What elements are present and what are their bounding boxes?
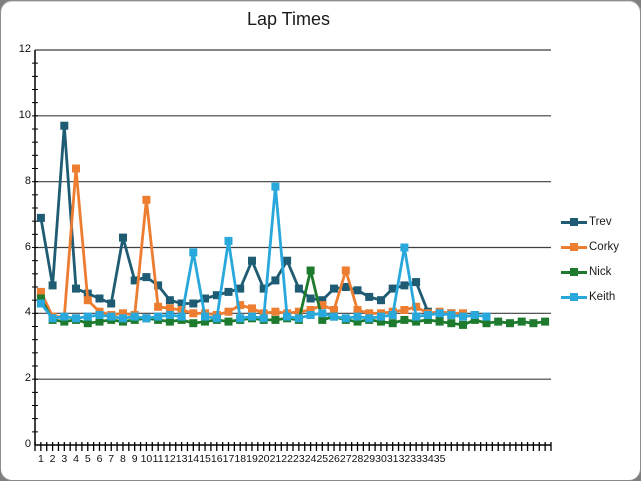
x-axis-label: 20 bbox=[257, 453, 270, 465]
x-axis-label: 8 bbox=[120, 453, 126, 465]
y-axis-label: 10 bbox=[18, 108, 31, 121]
legend-item-trev[interactable]: Trev bbox=[561, 214, 619, 230]
x-axis-label: 11 bbox=[152, 453, 164, 465]
legend-marker-keith bbox=[561, 289, 587, 305]
x-axis-label: 31 bbox=[386, 453, 399, 465]
x-axis-label: 25 bbox=[316, 453, 329, 465]
y-axis-label: 0 bbox=[24, 438, 31, 450]
gridlines bbox=[35, 49, 551, 380]
x-axis-label: 32 bbox=[398, 453, 411, 465]
x-axis-label: 30 bbox=[375, 453, 387, 465]
x-axis-label: 14 bbox=[187, 453, 200, 465]
legend-marker-corky bbox=[561, 239, 587, 255]
x-axis-label: 35 bbox=[433, 453, 446, 465]
x-axis-label: 28 bbox=[351, 453, 364, 465]
legend-label-keith: Keith bbox=[589, 291, 616, 303]
x-axis-label: 12 bbox=[164, 453, 176, 465]
x-axis-label: 23 bbox=[293, 453, 305, 465]
x-axis-label: 29 bbox=[363, 453, 376, 465]
x-axis-label: 26 bbox=[328, 453, 340, 465]
x-axis-label: 9 bbox=[131, 453, 138, 465]
legend-marker-trev bbox=[561, 214, 587, 230]
x-axis-label: 5 bbox=[84, 453, 91, 465]
x-axis-label: 16 bbox=[210, 453, 223, 465]
x-axis-label: 4 bbox=[73, 453, 79, 465]
chart-legend: Trev Corky Nick Keith bbox=[561, 214, 619, 305]
x-axis-label: 7 bbox=[108, 453, 115, 465]
legend-marker-nick bbox=[561, 264, 587, 280]
x-axis-label: 21 bbox=[269, 453, 282, 465]
y-axis-label: 2 bbox=[24, 372, 31, 385]
legend-label-trev: Trev bbox=[589, 216, 612, 228]
x-axis-label: 19 bbox=[246, 453, 258, 465]
chart-title[interactable]: Lap Times bbox=[246, 9, 331, 29]
y-axis-label: 4 bbox=[24, 306, 31, 319]
x-axis-label: 33 bbox=[410, 453, 422, 465]
x-axis-label: 34 bbox=[422, 453, 434, 465]
x-axis-label: 27 bbox=[339, 453, 352, 465]
x-axis-label: 3 bbox=[61, 453, 68, 465]
legend-item-nick[interactable]: Nick bbox=[561, 264, 619, 280]
x-axis-label: 18 bbox=[234, 453, 247, 465]
x-axis-label: 22 bbox=[281, 453, 293, 465]
legend-label-nick: Nick bbox=[589, 266, 612, 278]
x-axis-ticks bbox=[34, 442, 552, 451]
x-axis-label: 13 bbox=[175, 453, 188, 465]
x-axis-label: 15 bbox=[199, 453, 211, 465]
x-axis-label: 1 bbox=[37, 453, 44, 465]
legend-item-corky[interactable]: Corky bbox=[561, 239, 619, 255]
y-axis-label: 6 bbox=[24, 240, 31, 253]
x-axis-label: 17 bbox=[222, 453, 235, 465]
series-line-keith[interactable] bbox=[36, 182, 491, 323]
x-axis-label: 2 bbox=[49, 453, 56, 465]
y-axis-label: 12 bbox=[18, 43, 31, 55]
y-axis-label: 8 bbox=[24, 174, 31, 187]
x-axis-label: 24 bbox=[304, 453, 317, 465]
x-axis-label: 10 bbox=[140, 453, 153, 465]
legend-item-keith[interactable]: Keith bbox=[561, 289, 619, 305]
legend-label-corky: Corky bbox=[589, 241, 620, 253]
x-axis-label: 6 bbox=[96, 453, 103, 465]
